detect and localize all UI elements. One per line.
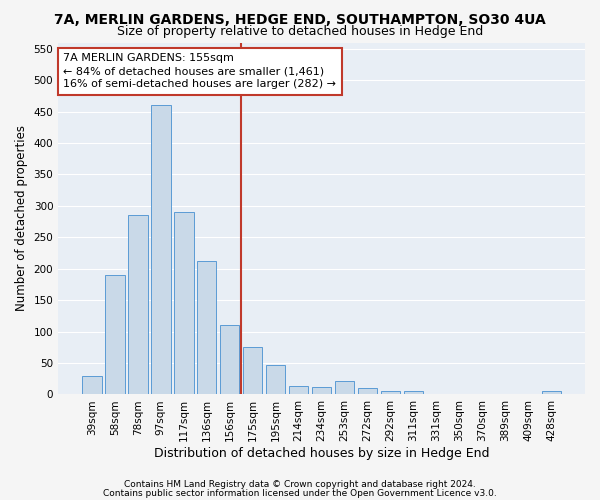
- Text: Contains public sector information licensed under the Open Government Licence v3: Contains public sector information licen…: [103, 489, 497, 498]
- Bar: [335, 380, 355, 394]
- Bar: [174, 212, 194, 394]
- Text: 7A, MERLIN GARDENS, HEDGE END, SOUTHAMPTON, SO30 4UA: 7A, MERLIN GARDENS, HEDGE END, SOUTHAMPT…: [54, 12, 546, 26]
- Bar: [220, 326, 239, 394]
- Bar: [312, 387, 331, 394]
- Text: 7A MERLIN GARDENS: 155sqm
← 84% of detached houses are smaller (1,461)
16% of se: 7A MERLIN GARDENS: 155sqm ← 84% of detac…: [64, 53, 337, 90]
- Bar: [542, 392, 561, 394]
- Y-axis label: Number of detached properties: Number of detached properties: [15, 126, 28, 312]
- Text: Size of property relative to detached houses in Hedge End: Size of property relative to detached ho…: [117, 25, 483, 38]
- Bar: [289, 386, 308, 394]
- Bar: [105, 275, 125, 394]
- Text: Contains HM Land Registry data © Crown copyright and database right 2024.: Contains HM Land Registry data © Crown c…: [124, 480, 476, 489]
- Bar: [404, 392, 423, 394]
- Bar: [197, 260, 217, 394]
- Bar: [381, 392, 400, 394]
- Bar: [243, 348, 262, 395]
- Bar: [128, 216, 148, 394]
- Bar: [151, 106, 170, 395]
- Bar: [82, 376, 101, 394]
- X-axis label: Distribution of detached houses by size in Hedge End: Distribution of detached houses by size …: [154, 447, 490, 460]
- Bar: [358, 388, 377, 394]
- Bar: [266, 365, 286, 394]
